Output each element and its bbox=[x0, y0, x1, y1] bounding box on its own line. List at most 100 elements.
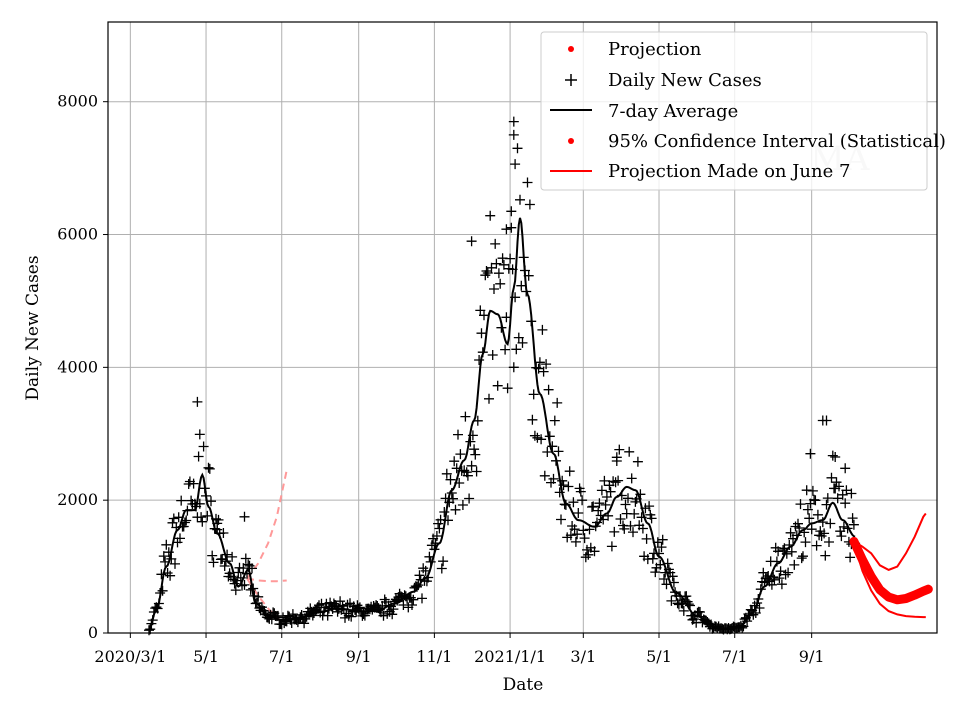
daily-case-marker bbox=[490, 238, 501, 249]
daily-case-marker bbox=[517, 337, 528, 348]
daily-case-marker bbox=[193, 451, 204, 462]
seven-day-average-layer bbox=[148, 217, 856, 631]
daily-case-marker bbox=[493, 268, 504, 279]
daily-case-marker bbox=[508, 362, 519, 373]
daily-case-marker bbox=[439, 507, 450, 517]
daily-case-marker bbox=[469, 444, 480, 455]
daily-case-marker bbox=[623, 493, 633, 504]
daily-case-marker bbox=[529, 430, 540, 441]
daily-case-marker bbox=[795, 499, 806, 510]
daily-case-marker bbox=[197, 516, 208, 527]
daily-case-marker bbox=[165, 570, 176, 581]
daily-case-marker bbox=[650, 567, 661, 578]
daily-case-marker bbox=[387, 609, 398, 620]
daily-case-marker bbox=[511, 344, 522, 355]
daily-case-marker bbox=[196, 512, 207, 523]
daily-case-marker bbox=[455, 449, 466, 460]
daily-case-marker bbox=[601, 492, 612, 502]
daily-case-marker bbox=[538, 366, 549, 377]
daily-case-marker bbox=[379, 594, 390, 605]
daily-case-marker bbox=[524, 199, 535, 210]
daily-case-marker bbox=[822, 493, 833, 504]
daily-case-marker bbox=[619, 523, 630, 534]
axis-ticks: 0 2000 4000 6000 8000 2020/3/1 5/1 7/1 9/1 11/1 20… bbox=[57, 92, 824, 666]
daily-case-marker bbox=[487, 350, 498, 360]
daily-case-marker bbox=[240, 553, 251, 564]
daily-case-marker bbox=[506, 206, 517, 217]
daily-case-marker bbox=[610, 477, 621, 488]
daily-case-marker bbox=[847, 513, 858, 524]
y-tick-label: 2000 bbox=[57, 490, 98, 509]
daily-case-marker bbox=[821, 415, 832, 426]
daily-case-marker bbox=[637, 523, 648, 534]
daily-case-marker bbox=[484, 393, 494, 404]
daily-case-marker bbox=[579, 533, 590, 544]
daily-case-marker bbox=[785, 527, 796, 538]
daily-case-marker bbox=[605, 486, 616, 497]
daily-case-marker bbox=[515, 194, 525, 205]
daily-case-marker bbox=[812, 509, 823, 520]
daily-case-marker bbox=[460, 411, 471, 422]
daily-case-marker bbox=[253, 591, 264, 602]
x-tick-label: 5/1 bbox=[193, 647, 219, 666]
daily-case-marker bbox=[594, 498, 605, 509]
daily-case-marker bbox=[176, 495, 187, 506]
daily-case-marker bbox=[175, 533, 185, 544]
legend-daily-cases-label: Daily New Cases bbox=[608, 70, 762, 91]
x-tick-label: 3/1 bbox=[570, 647, 596, 666]
daily-case-marker bbox=[405, 592, 416, 603]
daily-case-marker bbox=[202, 510, 213, 521]
daily-case-marker bbox=[580, 552, 591, 563]
daily-case-marker bbox=[632, 456, 643, 467]
daily-case-marker bbox=[817, 517, 828, 528]
daily-case-marker bbox=[614, 444, 625, 455]
daily-case-marker bbox=[620, 499, 631, 510]
daily-case-marker bbox=[480, 270, 491, 281]
daily-case-marker bbox=[482, 268, 493, 278]
daily-case-marker bbox=[470, 449, 481, 460]
early-projection-upper-bound bbox=[246, 470, 288, 580]
daily-case-marker bbox=[198, 441, 209, 452]
daily-case-marker bbox=[359, 610, 370, 621]
daily-case-marker bbox=[192, 396, 203, 407]
daily-case-marker bbox=[436, 563, 447, 574]
legend-projection-june7-label: Projection Made on June 7 bbox=[608, 161, 850, 182]
daily-case-marker bbox=[414, 570, 425, 581]
daily-case-marker bbox=[181, 515, 192, 526]
x-tick-label: 9/1 bbox=[346, 647, 372, 666]
daily-case-marker bbox=[593, 505, 604, 516]
daily-case-marker bbox=[542, 447, 553, 457]
daily-case-marker bbox=[170, 558, 180, 569]
daily-case-marker bbox=[780, 569, 791, 580]
daily-case-marker bbox=[583, 549, 594, 560]
daily-case-marker bbox=[805, 448, 816, 459]
daily-case-marker bbox=[819, 528, 830, 539]
daily-case-marker bbox=[783, 567, 794, 578]
daily-case-marker bbox=[207, 550, 218, 561]
daily-case-marker bbox=[543, 384, 554, 395]
daily-case-marker bbox=[774, 573, 785, 584]
daily-case-marker bbox=[513, 332, 524, 343]
daily-case-marker bbox=[407, 600, 417, 610]
daily-case-marker bbox=[608, 476, 619, 487]
daily-case-marker bbox=[474, 355, 485, 365]
daily-case-marker bbox=[840, 498, 851, 509]
daily-case-marker bbox=[563, 481, 574, 492]
daily-case-marker bbox=[462, 470, 473, 481]
daily-case-marker bbox=[814, 530, 825, 541]
daily-case-marker bbox=[508, 116, 519, 127]
daily-case-marker bbox=[588, 501, 599, 512]
daily-case-marker bbox=[811, 540, 822, 551]
daily-case-marker bbox=[798, 551, 808, 562]
daily-case-marker bbox=[466, 236, 477, 247]
x-tick-label: 2021/1/1 bbox=[474, 647, 546, 666]
daily-case-marker bbox=[448, 493, 458, 504]
daily-case-marker bbox=[800, 537, 811, 548]
projection-layer bbox=[849, 512, 933, 619]
daily-new-cases-markers bbox=[144, 116, 861, 636]
daily-case-marker bbox=[565, 530, 576, 541]
daily-case-marker bbox=[398, 600, 409, 610]
daily-case-marker bbox=[564, 466, 575, 477]
daily-case-marker bbox=[807, 485, 818, 496]
daily-case-marker bbox=[449, 456, 460, 467]
